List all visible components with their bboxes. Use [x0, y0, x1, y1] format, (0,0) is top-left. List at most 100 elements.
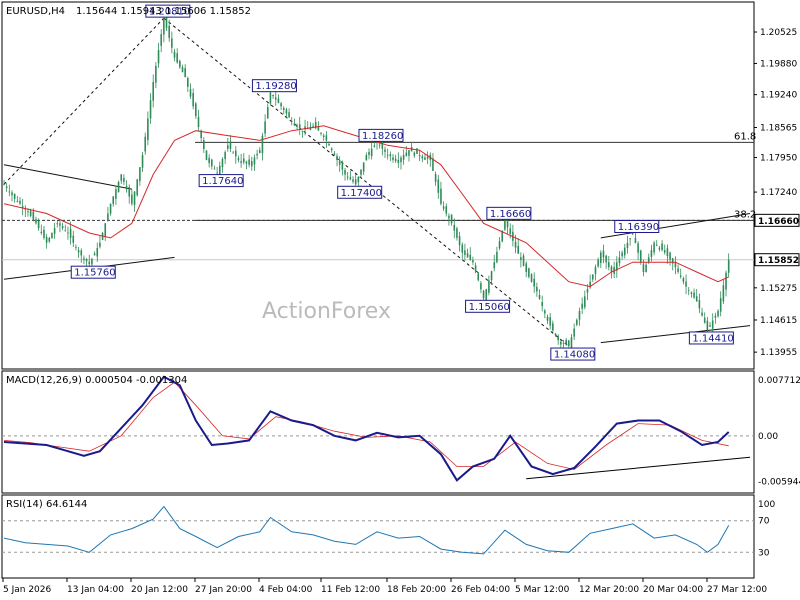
candle-body [687, 290, 690, 292]
time-tick-label: 12 Mar 20:00 [579, 585, 639, 595]
candle-body [727, 259, 730, 273]
candle-body [573, 328, 575, 337]
candle-body [139, 167, 141, 182]
candle-body [285, 109, 288, 114]
candle-body [147, 118, 149, 141]
price-layer: 61.8 38.2 1.20810 1.19280 1.17640 1.17400 1.18… [2, 4, 756, 361]
candle-body [402, 155, 405, 160]
candle-body [357, 176, 360, 183]
candle-body [314, 121, 317, 129]
candle-body [552, 323, 554, 331]
candle-body [264, 121, 266, 134]
annotation-label: 1.16660 [490, 209, 531, 220]
candle-body [711, 320, 714, 329]
candle-body [200, 130, 202, 138]
candle-body [373, 145, 376, 147]
candle-body [8, 191, 11, 193]
candle-body [679, 275, 682, 277]
price-tick-label: 1.20525 [760, 28, 797, 38]
macd-signal-line [3, 381, 729, 470]
candle-body [312, 125, 314, 127]
candle-body [642, 264, 645, 272]
candle-body [336, 155, 338, 160]
candle-body [389, 154, 392, 157]
candle-body [173, 51, 176, 58]
candle-body [698, 300, 701, 309]
price-annotation: 1.17640 [198, 174, 244, 188]
candle-body [232, 152, 234, 154]
candle-body [248, 159, 250, 165]
candle-body [242, 158, 245, 163]
candle-body [586, 289, 589, 293]
rsi-layer [2, 505, 754, 555]
candle-body [290, 120, 293, 122]
annotation-box [688, 331, 734, 345]
candle-body [181, 67, 184, 73]
rsi-tick-label: 70 [758, 517, 770, 527]
candle-body [96, 248, 99, 257]
price-annotation: 1.19280 [251, 79, 297, 93]
candle-body [485, 289, 488, 302]
candle-body [288, 112, 290, 118]
candle-body [432, 158, 434, 171]
candle-body [128, 187, 131, 197]
candle-body [528, 268, 530, 277]
fib-level-label: 61.8 [734, 131, 756, 142]
candle-body [282, 107, 285, 110]
candle-body [671, 258, 674, 264]
time-tick-label: 4 Feb 04:00 [259, 585, 313, 595]
moving-average-line [3, 125, 729, 288]
candle-body [152, 81, 154, 101]
trendline [600, 325, 751, 344]
candle-body [298, 124, 301, 129]
candle-body [59, 223, 61, 226]
candle-body [205, 150, 208, 160]
candle-body [538, 295, 541, 299]
candle-body [717, 310, 719, 317]
annotation-label: 1.19280 [255, 81, 296, 92]
candle-body [131, 194, 133, 204]
candle-body [104, 223, 107, 237]
candle-body [77, 250, 80, 253]
macd-layer [2, 375, 754, 482]
candle-body [72, 235, 75, 243]
candle-body [61, 226, 64, 229]
candle-body [234, 150, 237, 157]
candle-body [442, 206, 445, 209]
annotation-box [251, 79, 297, 93]
candle-body [203, 140, 205, 149]
candle-body [397, 159, 400, 164]
candle-body [600, 252, 602, 263]
candle-body [605, 255, 607, 263]
candle-body [301, 130, 304, 132]
candle-body [695, 296, 698, 302]
candle-body [594, 267, 597, 274]
price-tick-label: 1.16660 [758, 217, 799, 227]
candle-body [690, 292, 693, 294]
candle-body [352, 179, 354, 182]
candle-body [456, 228, 458, 238]
macd-trendline [526, 456, 751, 480]
candle-body [144, 136, 147, 152]
candle-body [293, 123, 296, 126]
candle-body [546, 316, 549, 321]
candle-body [424, 157, 426, 160]
candle-body [597, 259, 599, 267]
price-tick-label: 1.19880 [760, 59, 797, 69]
time-tick-label: 11 Feb 12:00 [321, 585, 380, 595]
candle-body [93, 253, 96, 256]
price-tick-label: 1.19240 [760, 91, 797, 101]
candle-body [250, 161, 253, 167]
annotation-label: 1.16390 [618, 222, 659, 233]
candle-body [109, 203, 112, 214]
candle-body [560, 341, 562, 345]
price-annotation: 1.20810 [145, 4, 191, 18]
candle-body [509, 228, 512, 234]
candle-body [474, 265, 477, 272]
candle-body [195, 103, 197, 117]
macd-title: MACD(12,26,9) 0.000504 -0.001304 [6, 375, 187, 386]
candle-body [133, 191, 136, 206]
candle-body [216, 172, 218, 174]
candle-body [45, 236, 48, 243]
candle-body [514, 241, 517, 248]
